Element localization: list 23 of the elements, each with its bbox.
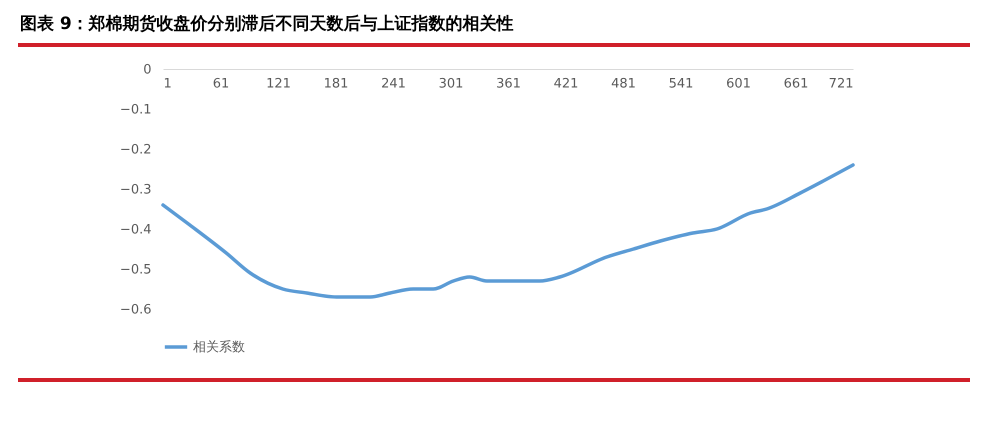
y-tick-label: −0.4 bbox=[120, 222, 152, 238]
x-tick-label: 601 bbox=[726, 76, 751, 92]
x-tick-label: 361 bbox=[496, 76, 521, 92]
y-tick-label: −0.1 bbox=[120, 102, 152, 118]
x-tick-label: 241 bbox=[381, 76, 406, 92]
x-tick-label: 421 bbox=[554, 76, 578, 92]
x-tick-label: 661 bbox=[784, 76, 808, 92]
y-tick-label: −0.3 bbox=[120, 182, 152, 198]
x-tick-label: 121 bbox=[266, 76, 291, 92]
x-tick-label: 61 bbox=[212, 76, 230, 92]
y-tick-label: −0.2 bbox=[120, 142, 152, 158]
y-tick-label: −0.6 bbox=[120, 302, 152, 318]
legend-label: 相关系数 bbox=[193, 340, 245, 355]
x-tick-label: 1 bbox=[164, 76, 172, 92]
x-tick-label: 721 bbox=[828, 76, 854, 92]
x-tick-label: 301 bbox=[438, 76, 464, 92]
y-tick-label: −0.5 bbox=[120, 262, 152, 278]
x-tick-label: 481 bbox=[611, 76, 636, 92]
chart-title: 图表 9：郑棉期货收盘价分别滞后不同天数后与上证指数的相关性 bbox=[20, 13, 514, 35]
line-series bbox=[161, 163, 855, 299]
x-tick-label: 181 bbox=[324, 76, 348, 92]
x-tick-label: 541 bbox=[668, 76, 694, 92]
y-tick-label: 0 bbox=[143, 62, 152, 78]
